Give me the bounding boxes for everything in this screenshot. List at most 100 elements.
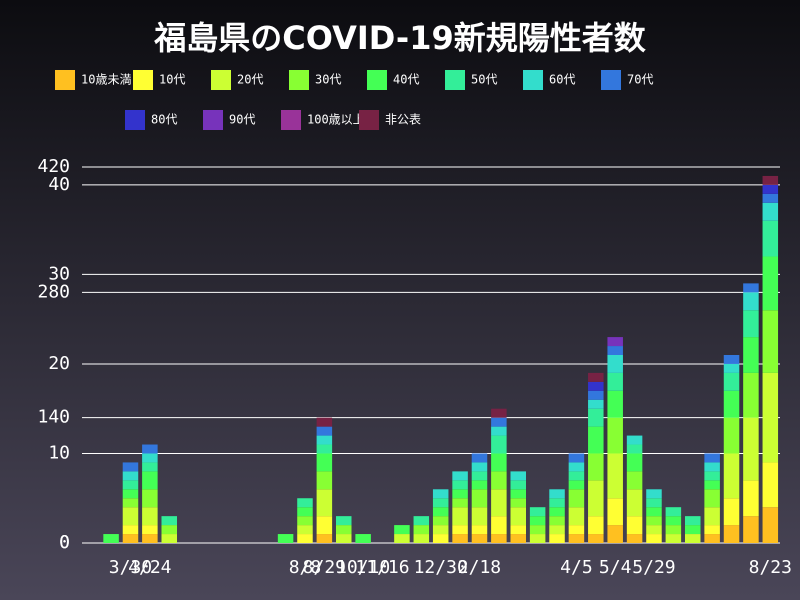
bar-segment [335,525,352,535]
legend-swatch [125,110,145,130]
legend-label: 70代 [627,73,653,87]
legend-label: 20代 [237,73,263,87]
bar-segment [607,525,623,543]
bar-segment [607,337,623,347]
bar-segment [588,453,604,481]
bar-segment [743,372,759,418]
chart-title: 福島県のCOVID-19新規陽性者数 [153,19,646,57]
bar-segment [510,480,527,490]
bar-segment [646,534,662,543]
bar-segment [607,498,623,526]
bar-segment [743,310,759,338]
bar-segment [743,337,759,373]
bar-segment [626,453,643,472]
legend-swatch [211,70,231,90]
bar-segment [297,507,313,517]
bar-segment [491,516,507,535]
bar-segment [646,516,662,526]
legend-label: 100歳以上 [307,113,365,127]
bar-segment [491,534,507,543]
bar-segment [142,471,158,490]
bar-segment [549,525,565,535]
legend-label: 10歳未満 [81,73,131,87]
bar-segment [529,534,546,543]
bar-segment [452,471,468,481]
bar-segment [568,480,585,490]
bar-segment [743,417,759,481]
legend-swatch [133,70,153,90]
legend-swatch [367,70,387,90]
legend-swatch [601,70,621,90]
bar-segment [122,498,139,508]
y-tick-label: 20 [48,353,70,374]
bar-segment [142,525,158,535]
bar-segment [432,498,449,508]
bar-segment [142,534,158,543]
bar-segment [762,256,779,311]
bar-segment [316,435,333,445]
bar-segment [568,471,585,481]
bar-segment [646,489,662,499]
bar-segment [704,462,720,472]
bar-segment [646,507,662,517]
bar-segment [626,516,643,535]
bar-segment [510,471,527,481]
bar-segment [316,489,333,517]
bar-segment [491,453,507,472]
legend-swatch [203,110,223,130]
x-tick-label: 10/10 [336,557,390,578]
x-tick-label: 3/30 [109,557,152,578]
bar-segment [335,534,352,543]
bar-segment [161,534,178,543]
bar-segment [684,516,701,526]
legend-swatch [281,110,301,130]
bar-segment [122,471,139,481]
bar-segment [452,525,468,535]
bar-segment [762,310,779,373]
bar-segment [452,534,468,543]
bar-segment [510,489,527,499]
bar-segment [452,498,468,508]
legend-label: 10代 [159,73,185,87]
legend-swatch [55,70,75,90]
bar-segment [607,372,623,391]
bar-segment [607,346,623,355]
bar-segment [626,435,643,445]
bar-segment [316,534,333,543]
bar-segment [762,372,779,463]
bar-segment [743,292,759,311]
bar-segment [316,417,333,427]
bar-segment [297,525,313,535]
y-tick-label: 30 [48,263,70,284]
bar-segment [122,534,139,543]
bar-segment [277,534,294,543]
bar-segment [665,516,682,526]
bar-segment [568,507,585,526]
legend-swatch [359,110,379,130]
bar-segment [413,516,430,526]
legend-label: 30代 [315,73,341,87]
bar-segment [704,525,720,535]
legend-swatch [523,70,543,90]
bar-segment [355,534,371,543]
bar-segment [588,534,604,543]
bar-segment [297,498,313,508]
bar-segment [568,489,585,508]
bar-segment [471,462,488,472]
legend-label: 40代 [393,73,419,87]
bar-segment [471,489,488,508]
bar-segment [704,471,720,481]
bar-segment [432,489,449,499]
bar-segment [142,453,158,463]
bar-segment [394,534,410,543]
bar-segment [491,489,507,517]
bar-segment [471,507,488,526]
bar-segment [529,516,546,526]
bar-segment [297,516,313,526]
bar-segment [316,453,333,472]
bar-segment [471,471,488,481]
bar-segment [491,426,507,436]
bar-segment [588,480,604,517]
bar-segment [510,498,527,508]
